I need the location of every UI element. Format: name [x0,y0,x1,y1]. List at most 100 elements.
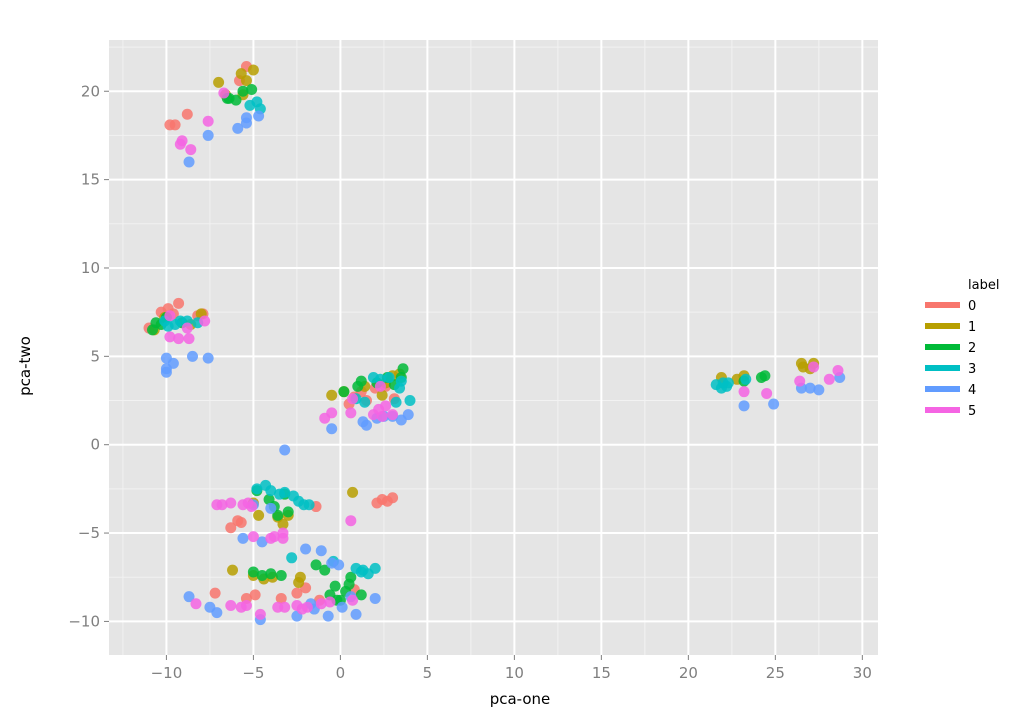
data-point-label-5 [173,333,185,345]
data-point-label-1 [240,75,252,87]
data-point-label-4 [360,419,372,431]
data-point-label-2 [397,363,409,375]
data-point-label-5 [832,364,844,376]
data-point-label-0 [387,492,399,504]
data-point-label-2 [338,386,350,398]
data-point-label-2 [237,85,249,97]
y-tick-label: 20 [81,82,100,100]
data-point-label-4 [253,110,265,122]
data-point-label-1 [227,564,239,576]
data-point-label-2 [275,569,287,581]
data-point-label-5 [247,531,259,543]
data-point-label-1 [326,389,338,401]
data-point-label-5 [794,375,806,387]
data-point-label-5 [808,361,820,373]
data-point-label-5 [345,407,357,419]
data-point-label-5 [240,600,252,612]
data-point-label-3 [390,396,402,408]
data-point-label-5 [738,386,750,398]
data-point-label-5 [387,409,399,421]
data-point-label-5 [254,608,266,620]
data-point-label-5 [242,497,254,509]
data-point-label-5 [761,387,773,399]
data-point-label-5 [376,410,388,422]
legend-label-1: 1 [968,320,976,335]
data-point-label-3 [286,552,298,564]
data-point-label-3 [383,372,395,384]
data-point-label-4 [300,543,312,555]
x-tick-label: 25 [766,664,785,682]
data-point-label-4 [768,398,780,410]
data-point-label-5 [164,310,176,322]
data-point-label-4 [315,545,327,557]
data-point-label-5 [199,315,211,327]
data-point-label-0 [235,516,247,528]
data-point-label-2 [310,559,322,571]
legend-swatch-2 [925,344,960,350]
legend: label 0 1 2 3 4 5 [925,278,999,419]
data-point-label-4 [232,122,244,134]
data-point-label-3 [244,99,256,111]
legend-title: label [968,278,999,293]
data-point-label-4 [160,352,172,364]
data-point-label-1 [253,509,265,521]
data-point-label-5 [374,380,386,392]
data-point-label-5 [347,393,359,405]
legend-swatch-5 [925,407,960,413]
data-point-label-3 [279,486,291,498]
data-point-label-0 [173,297,185,309]
data-point-label-0 [225,522,237,534]
data-point-label-5 [315,598,327,610]
data-point-label-0 [291,587,303,599]
data-point-label-4 [369,592,381,604]
data-point-label-3 [721,380,733,392]
x-tick-label: 20 [679,664,698,682]
data-point-label-4 [211,607,223,619]
data-point-label-2 [246,83,258,95]
data-point-label-0 [181,108,193,120]
data-point-label-4 [237,532,249,544]
data-point-label-2 [282,506,294,518]
data-point-label-5 [268,531,280,543]
data-point-label-2 [272,509,284,521]
data-point-label-4 [240,117,252,129]
data-points [143,61,846,626]
data-point-label-3 [369,562,381,574]
data-point-label-5 [164,331,176,343]
data-point-label-4 [333,559,345,571]
y-tick-label: 10 [81,259,100,277]
x-tick-label: −10 [151,664,183,682]
data-point-label-4 [738,400,750,412]
data-point-label-3 [395,375,407,387]
legend-swatch-0 [925,302,960,308]
data-point-label-4 [256,536,268,548]
y-axis-title: pca-two [16,336,34,396]
x-axis-title: pca-one [490,690,551,708]
data-point-label-4 [350,608,362,620]
plot-panel [109,40,878,655]
data-point-label-4 [402,409,414,421]
data-point-label-5 [225,497,237,509]
data-point-label-4 [183,591,195,603]
data-point-label-2 [256,569,268,581]
data-point-label-5 [218,87,230,99]
y-tick-label: 5 [90,347,100,365]
x-tick-label: 5 [423,664,433,682]
legend-label-4: 4 [968,383,976,398]
data-point-label-5 [823,373,835,385]
x-tick-label: 0 [336,664,346,682]
data-point-label-2 [247,566,259,578]
data-point-label-5 [174,138,186,150]
data-point-label-5 [181,322,193,334]
data-point-label-4 [813,384,825,396]
data-point-label-5 [185,144,197,156]
data-point-label-2 [265,568,277,580]
data-point-label-4 [183,156,195,168]
data-point-label-5 [225,600,237,612]
data-point-label-0 [275,592,287,604]
data-point-label-0 [209,587,221,599]
data-point-label-5 [301,601,313,613]
y-axis-ticks: −10 −5 0 5 10 15 20 [68,82,109,630]
data-point-label-3 [404,395,416,407]
